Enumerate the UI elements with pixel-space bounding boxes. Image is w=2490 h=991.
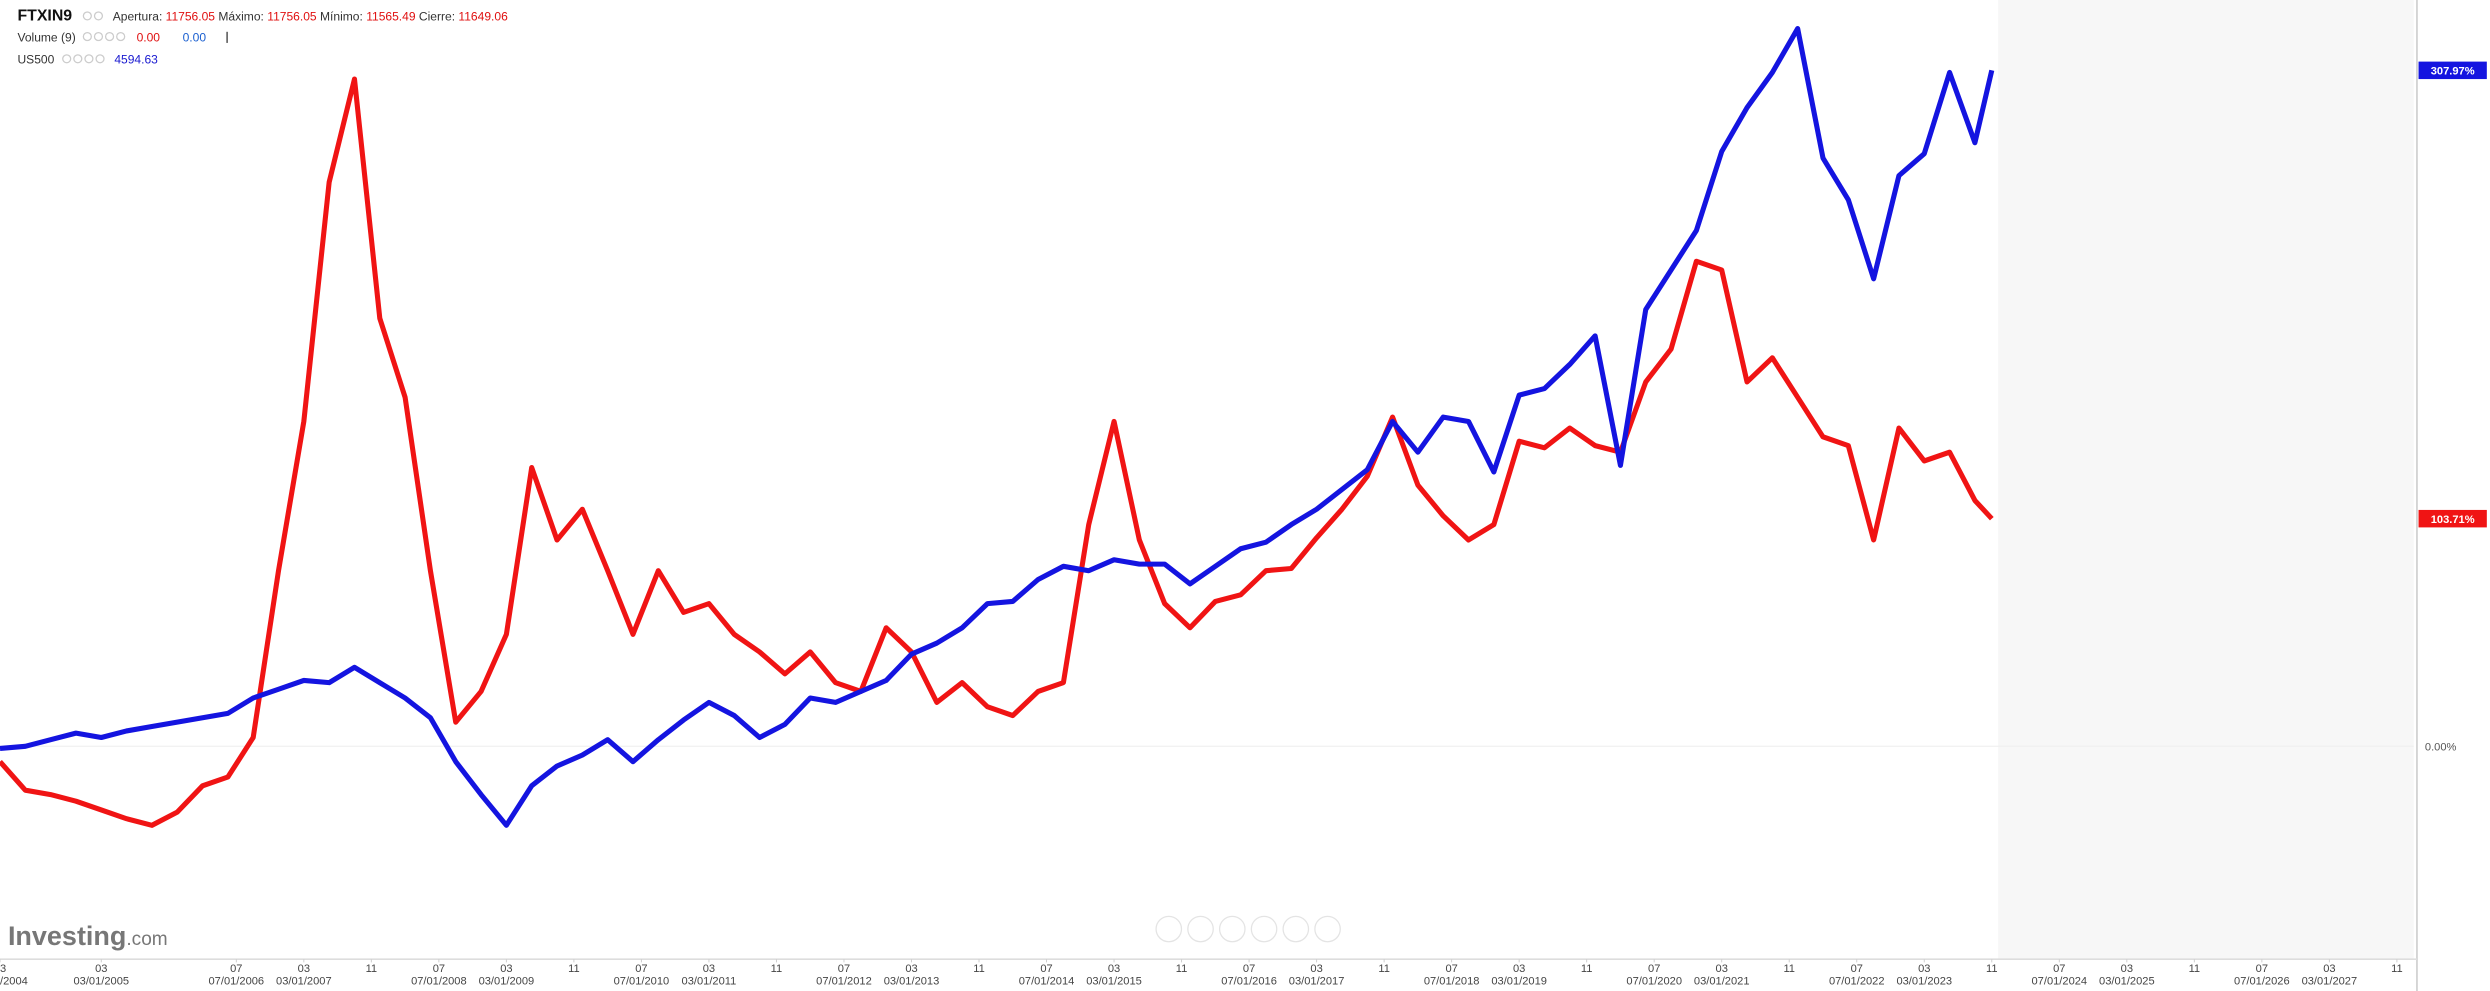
x-tick-label: 11 [1176, 963, 1188, 975]
y-tick-label: 0.00% [2425, 741, 2457, 753]
last-value-box [2418, 509, 2487, 528]
x-tick-label: 03 [95, 963, 107, 975]
x-tick-date: 03/01/2013 [884, 976, 940, 988]
plot [0, 26, 2414, 828]
field-label: Apertura: [113, 10, 163, 24]
x-tick-date: 03/01/2027 [2302, 976, 2358, 988]
x-tick-date: 07/01/2022 [1829, 976, 1885, 988]
x-tick-label: 03 [1513, 963, 1525, 975]
x-tick-label: 03 [298, 963, 310, 975]
x-tick-label: 07 [1243, 963, 1255, 975]
ohlc: Apertura: 11756.05 Máximo: 11756.05 Míni… [113, 10, 508, 24]
x-tick-label: 11 [1581, 963, 1593, 975]
nav-button[interactable] [1218, 915, 1246, 943]
x-tick-date: 03/01/2009 [479, 976, 535, 988]
field-value: 11756.05 [267, 10, 317, 24]
x-tick-date: 03/01/2004 [0, 976, 28, 988]
x-tick-label: 03 [0, 963, 6, 975]
x-tick-label: 11 [2189, 963, 2201, 975]
x-tick-label: 11 [2391, 963, 2403, 975]
logo-suffix: .com [126, 929, 167, 950]
x-tick-date: 03/01/2017 [1289, 976, 1345, 988]
volume-label: Volume (9) [17, 30, 75, 44]
x-tick-label: 07 [2053, 963, 2065, 975]
x-tick-date: 07/01/2024 [2032, 976, 2088, 988]
x-tick-date: 03/01/2011 [682, 976, 737, 988]
nav-button[interactable] [1187, 915, 1214, 943]
logo-main: Investing [8, 921, 126, 951]
field-label: Cierre: [419, 10, 455, 24]
x-tick-date: 07/01/2006 [209, 976, 265, 988]
x-tick-label: 03 [2323, 963, 2335, 975]
x-tick-label: 07 [1851, 963, 1863, 975]
x-tick-date: 03/01/2007 [276, 976, 332, 988]
x-tick-label: 03 [2121, 963, 2133, 975]
x-tick-date: 03/01/2015 [1086, 976, 1142, 988]
x-tick-label: 07 [433, 963, 445, 975]
x-tick-date: 07/01/2020 [1626, 976, 1682, 988]
symbol: FTXIN9 [17, 8, 72, 25]
x-tick-label: 11 [568, 963, 580, 975]
x-tick-label: 03 [1716, 963, 1728, 975]
header-icons [62, 11, 126, 64]
x-tick-label: 03 [1108, 963, 1120, 975]
x-tick-label: 11 [771, 963, 783, 975]
field-label: Máximo: [218, 10, 264, 24]
x-tick-date: 07/01/2018 [1424, 976, 1480, 988]
logo: Investing.com [8, 921, 168, 951]
x-tick-date: 07/01/2026 [2234, 976, 2290, 988]
x-tick-label: 11 [1378, 963, 1390, 975]
field-value: 11565.49 [366, 10, 416, 24]
field-value: 11649.06 [458, 10, 508, 24]
volume-value: 0.00 [137, 30, 161, 44]
x-tick-label: 07 [1040, 963, 1052, 975]
nav-button[interactable] [1155, 915, 1183, 943]
x-tick-label: 07 [635, 963, 647, 975]
x-tick-label: 07 [838, 963, 850, 975]
x-tick-label: 03 [1310, 963, 1322, 975]
field-value: 11756.05 [166, 10, 216, 24]
x-tick-label: 03 [1918, 963, 1930, 975]
x-tick-date: 07/01/2014 [1019, 976, 1075, 988]
nav-button[interactable] [1250, 915, 1278, 943]
compare-symbol: US500 [17, 53, 54, 67]
last-value-box [2418, 61, 2487, 80]
field-label: Mínimo: [320, 10, 363, 24]
x-tick-label: 07 [1648, 963, 1660, 975]
last-value-label: 307.97% [2431, 65, 2475, 77]
last-value-label: 103.71% [2431, 514, 2475, 526]
x-tick-date: 07/01/2010 [614, 976, 670, 988]
x-tick-label: 07 [230, 963, 242, 975]
x-tick-label: 11 [1783, 963, 1795, 975]
x-tick-date: 03/01/2005 [73, 976, 129, 988]
x-tick-label: 07 [2256, 963, 2268, 975]
x-tick-date: 07/01/2016 [1221, 976, 1277, 988]
nav-button[interactable] [1282, 915, 1310, 943]
x-tick-date: 03/01/2023 [1896, 976, 1952, 988]
nav-button[interactable] [1314, 915, 1341, 943]
x-tick-date: 03/01/2025 [2099, 976, 2155, 988]
volume-value: 0.00 [183, 30, 207, 44]
x-tick-label: 03 [703, 963, 715, 975]
x-tick-label: 11 [366, 963, 378, 975]
x-tick-label: 03 [905, 963, 917, 975]
x-tick-label: 03 [500, 963, 512, 975]
nav-buttons[interactable] [1155, 915, 1341, 943]
x-tick-date: 03/01/2019 [1491, 976, 1547, 988]
x-tick-date: 03/01/2021 [1694, 976, 1750, 988]
series-line [0, 26, 1995, 828]
x-tick-date: 07/01/2012 [816, 976, 872, 988]
x-tick-label: 11 [973, 963, 985, 975]
future-area [1998, 0, 2414, 960]
x-tick-label: 07 [1445, 963, 1457, 975]
x-tick-date: 07/01/2008 [411, 976, 467, 988]
x-tick-label: 11 [1986, 963, 1998, 975]
compare-value: 4594.63 [114, 53, 158, 67]
series-line [0, 76, 1994, 828]
